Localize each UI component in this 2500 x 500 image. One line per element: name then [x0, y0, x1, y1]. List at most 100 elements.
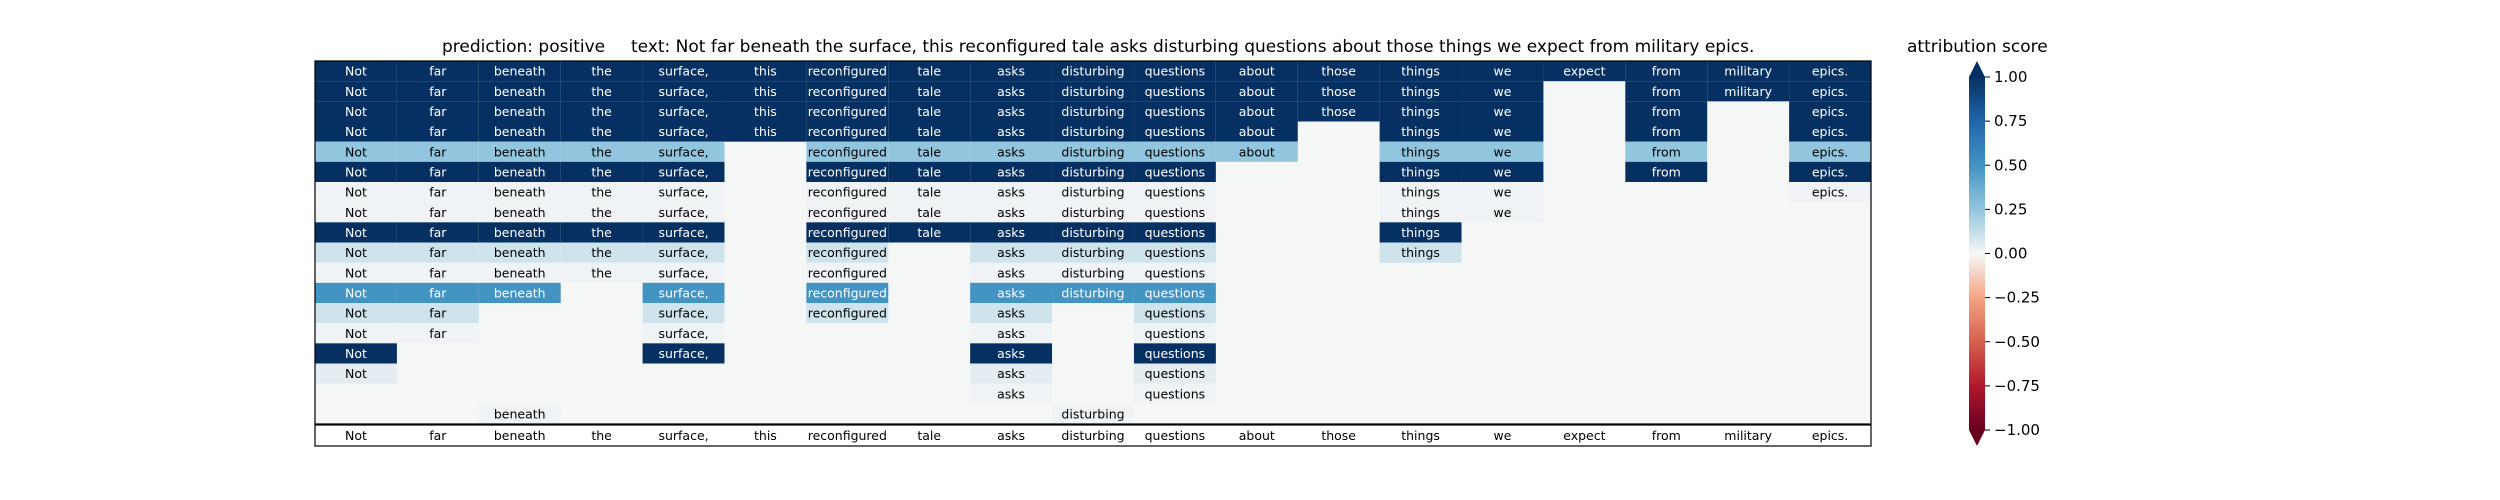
- cell-label: beneath: [494, 84, 546, 99]
- cell-label: from: [1652, 144, 1681, 159]
- heatmap-cell: [970, 101, 1053, 122]
- heatmap-cell: [806, 121, 889, 142]
- cell-label: asks: [997, 285, 1025, 300]
- heatmap-cell: [1379, 101, 1462, 122]
- cell-label: questions: [1145, 366, 1206, 381]
- cell-label: surface,: [658, 104, 708, 119]
- cell-label: far: [429, 306, 447, 321]
- heatmap-cell: [478, 161, 561, 182]
- heatmap-cell: [478, 61, 561, 82]
- heatmap-cell: [888, 161, 971, 182]
- heatmap-cell: [1543, 61, 1626, 82]
- heatmap-cell: [1461, 81, 1544, 102]
- heatmap: Not far beneath the surface, this reconfigured…: [314, 60, 1872, 447]
- cell-label: asks: [997, 185, 1025, 200]
- cell-label: tale: [917, 124, 941, 139]
- heatmap-cell: [478, 282, 561, 303]
- heatmap-cell: [1052, 182, 1134, 203]
- cell-label: disturbing: [1061, 285, 1124, 300]
- colorbar-tick-label: 0.00: [1994, 245, 2027, 263]
- heatmap-cell: [1707, 81, 1790, 102]
- cell-label: asks: [997, 104, 1025, 119]
- heatmap-frame: [314, 60, 1872, 425]
- cell-label: expect: [1563, 64, 1605, 79]
- cell-label: asks: [997, 124, 1025, 139]
- heatmap-cell: [970, 121, 1053, 142]
- cell-label: surface,: [658, 164, 708, 179]
- heatmap-cell: [724, 101, 807, 122]
- cell-label: reconfigured: [808, 64, 887, 79]
- cell-label: far: [429, 265, 447, 280]
- cell-label: Not: [345, 64, 367, 79]
- heatmap-cell: [315, 61, 397, 82]
- cell-label: asks: [997, 306, 1025, 321]
- cell-label: we: [1494, 164, 1512, 179]
- heatmap-cell: [315, 141, 397, 162]
- cell-label: Not: [345, 144, 367, 159]
- heatmap-cell: [806, 161, 889, 182]
- cell-label: questions: [1145, 185, 1206, 200]
- heatmap-cell: [1215, 61, 1298, 82]
- heatmap-cell: [1379, 81, 1462, 102]
- cell-label: those: [1321, 84, 1356, 99]
- heatmap-cell: [1379, 182, 1462, 203]
- cell-label: we: [1494, 64, 1512, 79]
- heatmap-cell: [970, 202, 1053, 223]
- cell-label: Not: [345, 124, 367, 139]
- heatmap-cell: [560, 81, 643, 102]
- heatmap-cell: [1379, 61, 1462, 82]
- heatmap-cell: [1133, 101, 1216, 122]
- cell-label: Not: [345, 104, 367, 119]
- cell-label: questions: [1145, 346, 1206, 361]
- cell-label: Not: [345, 164, 367, 179]
- cell-label: disturbing: [1061, 84, 1124, 99]
- colorbar-extend-bottom: [1969, 430, 1985, 446]
- cell-label: the: [591, 144, 612, 159]
- heatmap-cell: [1133, 323, 1216, 344]
- heatmap-cell: [1297, 61, 1380, 82]
- heatmap-cell: [1133, 343, 1216, 364]
- heatmap-cell: [1461, 61, 1544, 82]
- colorbar-tick-label: −0.50: [1994, 333, 2040, 351]
- heatmap-cell: [315, 121, 397, 142]
- cell-label: questions: [1145, 306, 1206, 321]
- cell-label: this: [754, 104, 777, 119]
- colorbar: attribution score 1.00 0.75 0.50 0.25 0.00 −0…: [1907, 37, 2048, 446]
- heatmap-cell: [1461, 101, 1544, 122]
- cell-label: the: [591, 245, 612, 260]
- cell-label: Not: [345, 205, 367, 220]
- cell-label: far: [429, 144, 447, 159]
- heatmap-cell: [315, 343, 397, 364]
- cell-label: we: [1494, 144, 1512, 159]
- heatmap-cell: [970, 343, 1053, 364]
- heatmap-cell: [888, 61, 971, 82]
- heatmap-cell: [642, 182, 725, 203]
- heatmap-cells: Not far beneath the surface, this reconfigured…: [315, 61, 1871, 424]
- cell-label: far: [429, 185, 447, 200]
- heatmap-cell: [478, 182, 561, 203]
- cell-label: Not: [345, 285, 367, 300]
- heatmap-cell: [396, 141, 479, 162]
- cell-label: reconfigured: [808, 124, 887, 139]
- heatmap-cell: [1625, 81, 1708, 102]
- cell-label: about: [1239, 84, 1275, 99]
- heatmap-cell: [315, 81, 397, 102]
- cell-label: far: [429, 326, 447, 341]
- cell-label: tale: [917, 84, 941, 99]
- heatmap-cell: [1297, 101, 1380, 122]
- cell-label: beneath: [494, 406, 546, 421]
- cell-label: far: [429, 205, 447, 220]
- heatmap-cell: [1133, 161, 1216, 182]
- heatmap-cell: [1052, 101, 1134, 122]
- heatmap-cell: [1052, 81, 1134, 102]
- cell-label: things: [1401, 205, 1440, 220]
- cell-label: asks: [997, 205, 1025, 220]
- heatmap-cell: [1052, 141, 1134, 162]
- cell-label: asks: [997, 164, 1025, 179]
- cell-label: those: [1321, 64, 1356, 79]
- heatmap-cell: [315, 282, 397, 303]
- cell-label: reconfigured: [808, 144, 887, 159]
- heatmap-cell: [970, 242, 1053, 263]
- heatmap-cell: [1133, 202, 1216, 223]
- cell-label: the: [591, 164, 612, 179]
